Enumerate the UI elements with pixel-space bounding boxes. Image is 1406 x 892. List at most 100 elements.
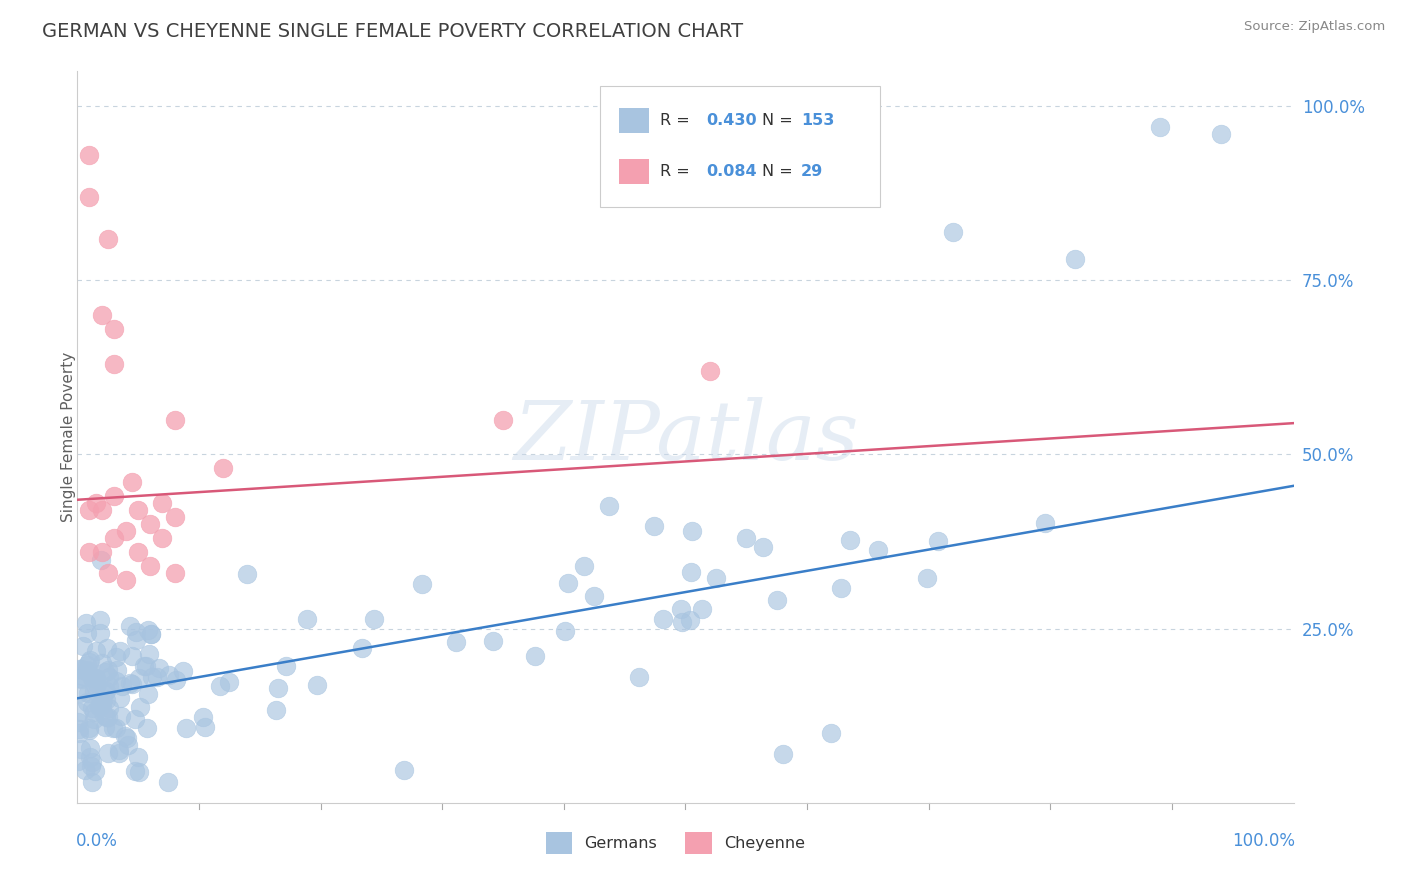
Point xyxy=(67,755,90,769)
Point xyxy=(70,662,93,676)
Text: 0.084: 0.084 xyxy=(706,164,756,179)
Point xyxy=(157,775,180,789)
Point xyxy=(80,758,103,772)
Point xyxy=(76,657,98,672)
Point xyxy=(212,461,235,475)
Point xyxy=(96,640,118,655)
Text: 153: 153 xyxy=(801,113,834,128)
Point xyxy=(699,364,721,378)
Point xyxy=(1149,120,1171,134)
Point xyxy=(90,308,112,322)
Point xyxy=(93,720,115,734)
Point xyxy=(67,705,90,719)
Point xyxy=(70,672,93,686)
Text: N =: N = xyxy=(762,113,799,128)
Point xyxy=(94,683,117,698)
Text: Source: ZipAtlas.com: Source: ZipAtlas.com xyxy=(1244,20,1385,33)
Point xyxy=(94,665,117,679)
Text: R =: R = xyxy=(659,164,695,179)
Point xyxy=(121,475,143,490)
Point xyxy=(84,496,107,510)
Point xyxy=(136,624,159,638)
Point xyxy=(1033,516,1056,530)
Point xyxy=(690,601,713,615)
Point xyxy=(492,412,515,426)
Point xyxy=(115,524,138,538)
Point xyxy=(114,729,136,743)
Point xyxy=(118,619,141,633)
Point xyxy=(583,589,606,603)
FancyBboxPatch shape xyxy=(619,159,650,185)
Point xyxy=(89,613,111,627)
Point xyxy=(127,503,149,517)
Point xyxy=(118,675,141,690)
Point xyxy=(84,671,107,685)
Point xyxy=(524,648,547,663)
Point xyxy=(444,634,467,648)
Point xyxy=(90,545,112,559)
Point xyxy=(295,612,318,626)
Point xyxy=(105,649,128,664)
Point xyxy=(108,742,131,756)
Point xyxy=(274,659,297,673)
Point xyxy=(704,571,727,585)
Point xyxy=(103,489,125,503)
Point xyxy=(79,545,101,559)
Point xyxy=(72,669,94,683)
FancyBboxPatch shape xyxy=(619,108,650,133)
Point xyxy=(679,613,702,627)
Point xyxy=(820,726,842,740)
Point xyxy=(76,685,98,699)
Point xyxy=(84,764,107,778)
Point xyxy=(105,674,128,689)
Point xyxy=(93,708,115,723)
Text: Germans: Germans xyxy=(585,836,657,851)
Point xyxy=(124,764,146,778)
Point xyxy=(104,721,127,735)
Point xyxy=(681,524,703,538)
Point xyxy=(97,710,120,724)
Point xyxy=(115,731,138,746)
Point xyxy=(79,653,101,667)
Point xyxy=(91,657,114,671)
Point xyxy=(1209,127,1232,141)
Point xyxy=(392,763,415,777)
Point xyxy=(264,702,287,716)
Point xyxy=(152,496,174,510)
Point xyxy=(83,712,105,726)
Point xyxy=(79,741,101,756)
Point xyxy=(79,190,101,204)
Point xyxy=(107,663,129,677)
Point xyxy=(236,567,259,582)
Point xyxy=(139,627,162,641)
Point xyxy=(172,664,194,678)
FancyBboxPatch shape xyxy=(600,86,880,207)
Point xyxy=(98,670,121,684)
Point xyxy=(79,503,101,517)
Point xyxy=(868,543,890,558)
Point xyxy=(163,412,186,426)
Point xyxy=(163,566,186,580)
FancyBboxPatch shape xyxy=(546,832,572,854)
Text: R =: R = xyxy=(659,113,695,128)
Point xyxy=(735,531,758,545)
Point xyxy=(69,671,91,685)
Point xyxy=(76,665,98,680)
Point xyxy=(218,675,240,690)
Point xyxy=(125,624,148,639)
Point xyxy=(94,710,117,724)
Point xyxy=(84,678,107,692)
Point xyxy=(111,679,134,693)
Point xyxy=(139,517,162,532)
Point xyxy=(80,700,103,714)
Point xyxy=(77,721,100,735)
Point xyxy=(84,644,107,658)
Point xyxy=(651,612,673,626)
Text: Cheyenne: Cheyenne xyxy=(724,836,806,851)
Point xyxy=(671,615,693,629)
Point xyxy=(165,673,187,687)
Point xyxy=(108,643,131,657)
Point xyxy=(139,627,162,641)
Point xyxy=(86,676,108,690)
Point xyxy=(481,633,503,648)
